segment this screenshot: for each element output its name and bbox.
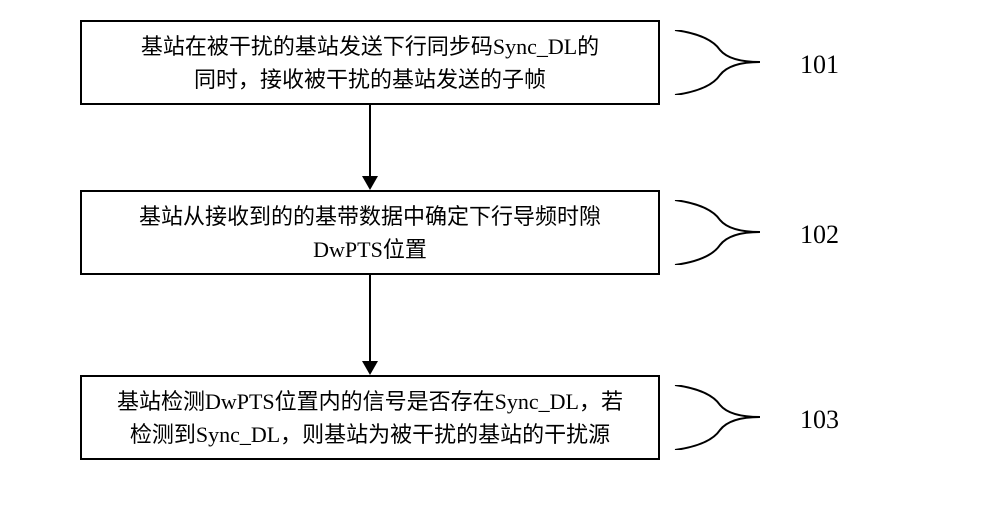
flowchart-box-2: 基站从接收到的的基带数据中确定下行导频时隙 DwPTS位置 <box>80 190 660 275</box>
label-1: 101 <box>800 50 839 80</box>
brace-3 <box>670 385 780 450</box>
flowchart-box-1: 基站在被干扰的基站发送下行同步码Sync_DL的 同时，接收被干扰的基站发送的子… <box>80 20 660 105</box>
box-3-line1: 基站检测DwPTS位置内的信号是否存在Sync_DL，若 <box>117 389 623 414</box>
arrow-2-head <box>362 361 378 375</box>
arrow-2-line <box>369 275 371 361</box>
brace-1 <box>670 30 780 95</box>
arrow-1-head <box>362 176 378 190</box>
flowchart-container: 基站在被干扰的基站发送下行同步码Sync_DL的 同时，接收被干扰的基站发送的子… <box>80 20 920 500</box>
box-3-text: 基站检测DwPTS位置内的信号是否存在Sync_DL，若 检测到Sync_DL，… <box>117 385 623 451</box>
box-2-line2: DwPTS位置 <box>313 237 427 262</box>
box-2-line1: 基站从接收到的的基带数据中确定下行导频时隙 <box>139 204 601 229</box>
flowchart-box-3: 基站检测DwPTS位置内的信号是否存在Sync_DL，若 检测到Sync_DL，… <box>80 375 660 460</box>
arrow-1-line <box>369 105 371 176</box>
brace-2 <box>670 200 780 265</box>
box-1-line1: 基站在被干扰的基站发送下行同步码Sync_DL的 <box>141 34 599 59</box>
box-1-text: 基站在被干扰的基站发送下行同步码Sync_DL的 同时，接收被干扰的基站发送的子… <box>141 30 599 96</box>
box-1-line2: 同时，接收被干扰的基站发送的子帧 <box>194 67 546 92</box>
box-2-text: 基站从接收到的的基带数据中确定下行导频时隙 DwPTS位置 <box>139 200 601 266</box>
label-2: 102 <box>800 220 839 250</box>
label-3: 103 <box>800 405 839 435</box>
box-3-line2: 检测到Sync_DL，则基站为被干扰的基站的干扰源 <box>130 422 610 447</box>
